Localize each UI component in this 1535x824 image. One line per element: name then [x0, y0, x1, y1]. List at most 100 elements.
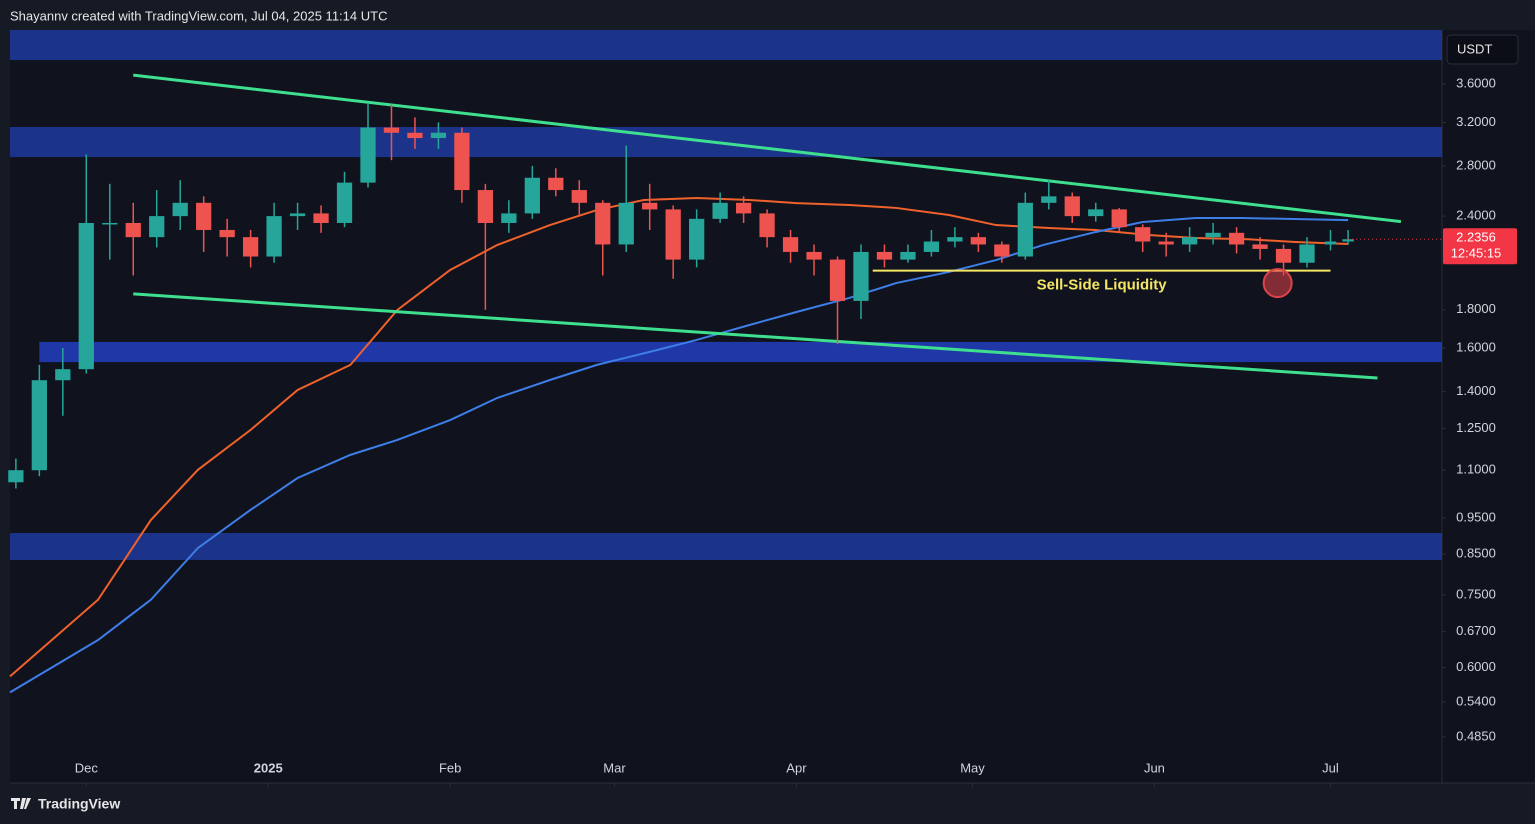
currency-box	[1446, 34, 1519, 65]
x-tick-label: Feb	[439, 760, 461, 775]
plot-layer: Sell-Side Liquidity	[8, 30, 1443, 694]
candle-body	[618, 202, 634, 245]
candle-body	[595, 202, 611, 245]
candle-body	[642, 202, 658, 210]
candle-body	[407, 132, 423, 139]
zone	[10, 127, 1442, 158]
candle-body	[289, 213, 306, 217]
candle-body	[360, 127, 376, 183]
candle-body	[947, 237, 963, 242]
candle-body	[8, 470, 24, 483]
candle-body	[501, 213, 517, 223]
candle-body	[430, 132, 447, 139]
y-tick-label: 3.2000	[1456, 114, 1496, 129]
candle-body	[78, 222, 94, 370]
candle-body	[900, 251, 916, 260]
y-tick-label: 2.8000	[1456, 157, 1496, 172]
candle-body	[689, 218, 705, 260]
zone	[39, 341, 1443, 363]
candle-body	[665, 209, 681, 260]
candle-body	[313, 213, 329, 223]
y-tick-label: 0.9500	[1456, 509, 1496, 524]
header-text: Shayannv created with TradingView.com, J…	[10, 8, 387, 23]
candle-body	[524, 177, 540, 214]
y-tick-label: 1.6000	[1456, 340, 1496, 355]
candle-body	[242, 237, 259, 257]
candle-body	[1064, 196, 1080, 217]
zone	[10, 533, 1442, 560]
candle-body	[1111, 209, 1127, 228]
candle-body	[1017, 202, 1033, 257]
annotation-label: Sell-Side Liquidity	[1037, 277, 1168, 294]
candle-body	[994, 244, 1010, 257]
candle-body	[1252, 244, 1268, 249]
candle-body	[712, 202, 728, 219]
candle-body	[1205, 232, 1221, 238]
candle-body	[1299, 244, 1315, 263]
candle-body	[759, 213, 775, 238]
y-tick-label: 1.1000	[1456, 462, 1496, 477]
candle-body	[55, 369, 71, 381]
candle-body	[1041, 196, 1057, 203]
candle-body	[806, 251, 822, 260]
last-price-tag	[1443, 228, 1517, 265]
sweep-marker	[1262, 268, 1293, 299]
candle-body	[571, 190, 587, 203]
candle-body	[172, 202, 188, 217]
currency-label: USDT	[1457, 41, 1492, 56]
y-tick-label: 0.4850	[1456, 728, 1496, 743]
candle-body	[1275, 248, 1292, 263]
price-axis-panel	[1442, 30, 1535, 783]
candle-body	[477, 190, 494, 223]
y-tick-label: 2.4000	[1456, 208, 1496, 223]
candle-body	[454, 132, 470, 191]
candle-body	[829, 259, 846, 301]
candle-body	[1158, 241, 1174, 245]
zone	[10, 30, 1442, 61]
logo-icon	[11, 798, 31, 809]
candle-body	[782, 237, 799, 252]
x-tick-label: Apr	[786, 760, 807, 775]
footer-brand: TradingView	[38, 796, 120, 812]
candle-body	[1324, 241, 1337, 245]
candle-body	[548, 177, 564, 191]
candle-body	[266, 216, 282, 257]
last-price-label: 2.2356	[1456, 230, 1496, 245]
candle-body	[1342, 239, 1354, 242]
candle-body	[219, 229, 235, 238]
candle-body	[336, 182, 353, 223]
candle-body	[1088, 209, 1104, 217]
candle-body	[923, 241, 940, 252]
x-tick-label: Jun	[1144, 760, 1165, 775]
x-tick-label: May	[960, 760, 985, 775]
candle-body	[196, 202, 212, 230]
candle-body	[1228, 232, 1245, 245]
y-tick-label: 0.5400	[1456, 693, 1496, 708]
x-tick-label: Mar	[603, 760, 626, 775]
candle-body	[970, 237, 986, 245]
candle-body	[125, 222, 141, 238]
y-tick-label: 1.8000	[1456, 301, 1496, 316]
x-tick-label: 2025	[254, 760, 283, 775]
trendline	[133, 73, 1402, 224]
candle-body	[383, 127, 400, 133]
countdown-label: 12:45:15	[1451, 246, 1502, 261]
candle-body	[853, 251, 869, 301]
footer-logo	[11, 798, 31, 809]
x-tick-label: Jul	[1322, 760, 1339, 775]
y-tick-label: 1.4000	[1456, 383, 1496, 398]
y-tick-label: 1.2500	[1456, 420, 1496, 435]
candle-body	[1135, 227, 1151, 242]
candle-body	[102, 222, 118, 225]
trendline	[133, 292, 1378, 380]
candle-body	[1182, 237, 1198, 245]
x-tick-label: Dec	[75, 760, 99, 775]
candle-body	[876, 251, 893, 260]
moving-average	[9, 217, 1349, 694]
candle-body	[735, 202, 752, 214]
y-tick-label: 0.8500	[1456, 546, 1496, 561]
candle-body	[149, 216, 165, 238]
y-tick-label: 0.7500	[1456, 586, 1496, 601]
moving-average	[9, 197, 1349, 678]
